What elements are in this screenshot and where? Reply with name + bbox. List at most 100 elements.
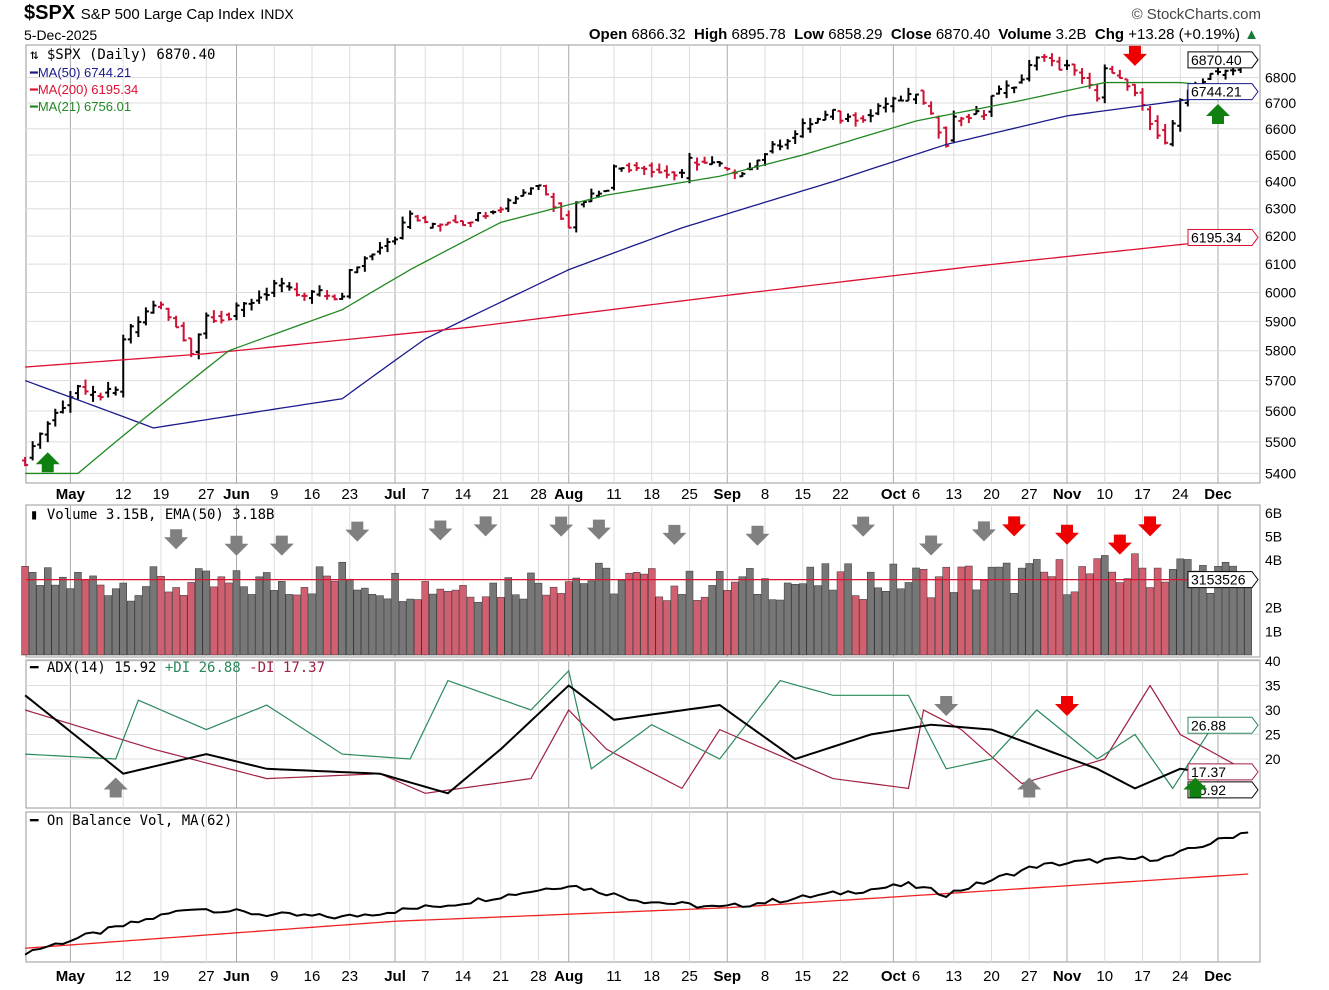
- ma21-line: [25, 81, 1249, 475]
- mdi-tag: 17.37: [1191, 764, 1226, 780]
- volume-bar: [361, 587, 369, 656]
- volume-bar: [429, 593, 437, 656]
- volume-bar: [127, 600, 135, 656]
- y-tick-label: 6700: [1265, 95, 1296, 111]
- volume-bar: [527, 572, 535, 656]
- volume-bar: [564, 581, 573, 656]
- x-tick-label: Aug: [554, 486, 583, 503]
- volume-tick-label: 4B: [1265, 552, 1282, 568]
- volume-bar: [1131, 553, 1139, 656]
- volume-bar: [1236, 578, 1245, 656]
- x-tick-label: Jun: [223, 968, 250, 985]
- arrow-down-icon: [269, 535, 294, 556]
- obv-line: [24, 831, 1249, 956]
- y-tick-label: 6600: [1265, 121, 1296, 137]
- x-tick-label: Sep: [713, 968, 741, 985]
- volume-bar: [1025, 563, 1033, 656]
- volume-bar: [1153, 567, 1162, 656]
- volume-bar: [96, 584, 105, 656]
- x-tick-label: 27: [1021, 968, 1038, 985]
- x-tick-label: 27: [198, 486, 215, 503]
- volume-bar: [708, 585, 716, 656]
- volume-bar: [1040, 571, 1049, 656]
- volume-bar: [330, 580, 339, 656]
- x-tick-label: May: [56, 968, 86, 985]
- volume-bar: [821, 563, 830, 656]
- volume-bar: [232, 570, 241, 656]
- volume-bar: [791, 584, 799, 656]
- volume-bar: [436, 588, 445, 656]
- volume-bar: [1168, 569, 1177, 656]
- volume-bar: [497, 597, 505, 656]
- arrow-down-icon: [1055, 696, 1079, 716]
- arrow-down-icon: [851, 516, 876, 537]
- volume-bar: [557, 593, 565, 656]
- volume-bar: [617, 579, 626, 656]
- mdi-tag-box: [1187, 763, 1259, 781]
- y-tick-label: 6200: [1265, 228, 1296, 244]
- volume-bar: [1002, 562, 1011, 656]
- adx-tick-label: 35: [1265, 678, 1281, 694]
- volume-bar: [542, 594, 550, 656]
- volume-bar: [1101, 555, 1109, 656]
- volume-bar: [421, 581, 429, 656]
- volume-bar: [368, 594, 377, 656]
- volume-bar: [1191, 570, 1200, 656]
- volume-bar: [247, 594, 256, 656]
- legend-volume: ▮ Volume 3.15B, EMA(50) 3.18B: [30, 507, 275, 523]
- pdi-tag: 26.88: [1191, 717, 1226, 733]
- volume-bar: [655, 596, 664, 656]
- volume-bar: [104, 595, 112, 656]
- volume-bar: [66, 588, 75, 656]
- x-tick-label: 17: [1134, 968, 1151, 985]
- volume-bar: [1033, 559, 1041, 656]
- x-tick-label: Nov: [1053, 486, 1082, 503]
- volume-bar: [179, 595, 188, 656]
- volume-bar: [111, 588, 120, 656]
- x-tick-label: 21: [492, 968, 509, 985]
- volume-bar: [21, 566, 29, 656]
- ma50-tag: 6744.21: [1191, 84, 1242, 100]
- adx-tick-label: 40: [1265, 653, 1281, 669]
- volume-bar: [829, 589, 837, 656]
- arrow-up-icon: [1183, 777, 1208, 798]
- volume-bar: [738, 576, 747, 656]
- volume-bar: [36, 585, 44, 656]
- volume-bar: [89, 575, 97, 656]
- volume-bar: [806, 566, 815, 656]
- y-tick-label: 5400: [1265, 465, 1296, 481]
- volume-bar: [814, 585, 822, 656]
- x-tick-label: 15: [794, 486, 811, 503]
- volume-bar: [293, 594, 301, 656]
- x-tick-label: 11: [606, 486, 622, 503]
- x-tick-label: 10: [1096, 486, 1113, 503]
- arrow-down-icon: [745, 525, 770, 546]
- y-tick-label: 6100: [1265, 256, 1296, 272]
- arrow-down-icon: [662, 524, 687, 545]
- x-tick-label: 15: [794, 968, 811, 985]
- adx-tick-label: 20: [1265, 751, 1281, 767]
- x-tick-label: 13: [945, 968, 962, 985]
- x-tick-label: 23: [341, 968, 358, 985]
- volume-bar: [323, 575, 331, 656]
- adx-tick-label: 25: [1265, 727, 1281, 743]
- volume-bar: [972, 589, 981, 656]
- volume-bar: [28, 572, 37, 656]
- volume-bar: [346, 578, 354, 656]
- volume-bar: [1010, 593, 1018, 656]
- volume-bar: [504, 577, 513, 656]
- volume-bar: [987, 566, 996, 656]
- x-tick-label: 7: [421, 968, 429, 985]
- volume-bar: [753, 594, 762, 656]
- volume-bar: [44, 567, 52, 656]
- y-tick-label: 5500: [1265, 434, 1296, 450]
- volume-bar: [685, 570, 694, 656]
- volume-bar: [693, 600, 701, 656]
- volume-bar: [625, 572, 633, 656]
- volume-bar: [602, 567, 611, 656]
- y-tick-label: 6500: [1265, 147, 1296, 163]
- x-tick-label: Jul: [384, 486, 406, 503]
- x-tick-label: 20: [983, 968, 1000, 985]
- arrow-down-icon: [971, 521, 996, 542]
- arrow-down-icon: [1138, 516, 1163, 537]
